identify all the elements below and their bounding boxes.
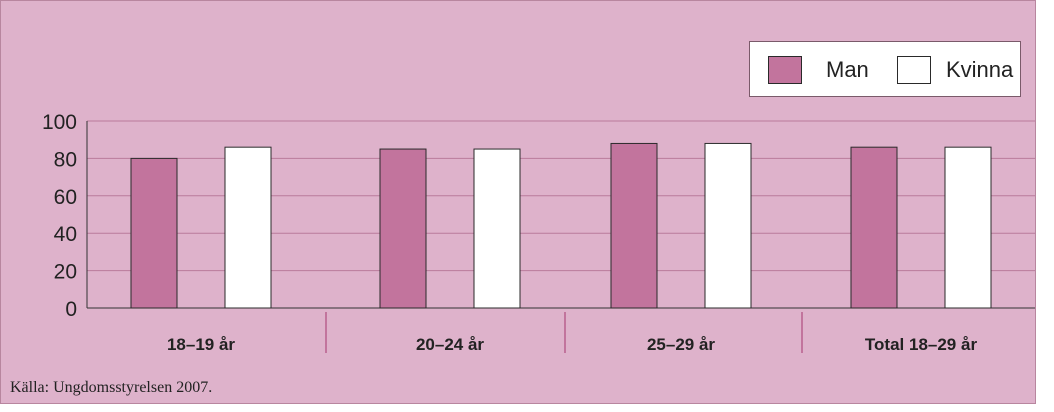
y-tick-label: 100: [42, 111, 77, 134]
bar-man: [130, 157, 178, 309]
bar-kvinna: [473, 148, 521, 309]
bar-kvinna: [224, 146, 272, 309]
y-tick-label: 20: [54, 261, 77, 284]
bar-kvinna: [944, 146, 992, 309]
bar-man: [850, 146, 898, 309]
legend-label-man: Man: [826, 57, 869, 82]
y-tick-label: 80: [54, 148, 77, 171]
chart-frame: 0 20 40 60 80 100 18–19 år 20–24 år 25–29 år Tota…: [0, 0, 1036, 404]
bar-chart: 0 20 40 60 80 100 18–19 år 20–24 år 25–29 år Tota…: [42, 111, 1035, 354]
legend-swatch-man: [768, 56, 802, 84]
x-category-label: 18–19 år: [167, 335, 235, 354]
legend-label-kvinna: Kvinna: [946, 57, 1014, 82]
legend: Man Kvinna: [749, 41, 1021, 97]
x-category-label: 25–29 år: [647, 335, 715, 354]
bar-kvinna: [704, 142, 752, 309]
x-category-label: 20–24 år: [416, 335, 484, 354]
source-note: Källa: Ungdomsstyrelsen 2007.: [10, 379, 213, 396]
bar-man: [379, 148, 427, 309]
legend-swatch-kvinna: [897, 56, 931, 84]
bar-man: [610, 142, 658, 309]
y-tick-label: 0: [65, 298, 77, 321]
x-category-label: Total 18–29 år: [865, 335, 978, 354]
y-tick-label: 40: [54, 223, 77, 246]
y-tick-label: 60: [54, 186, 77, 209]
